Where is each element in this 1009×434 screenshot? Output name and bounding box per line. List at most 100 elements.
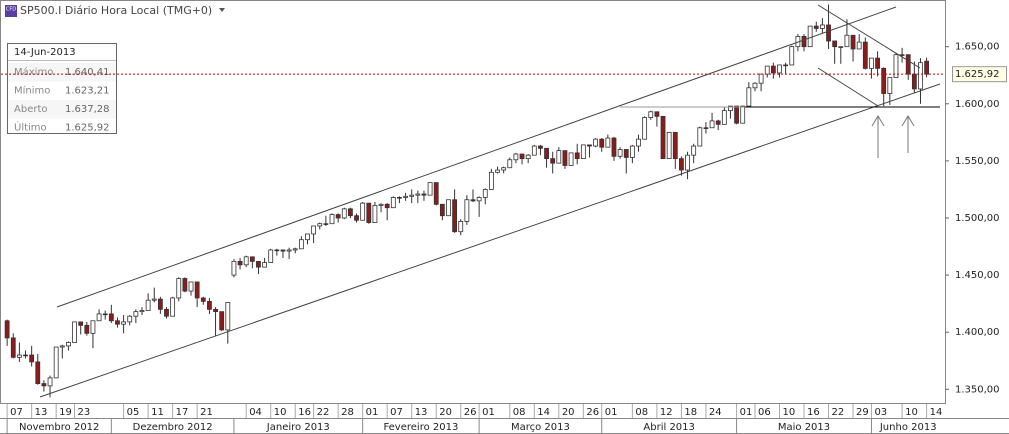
candle-body: [35, 361, 41, 384]
candle-body: [617, 149, 623, 157]
candle-body: [151, 298, 157, 301]
y-tick-label: 1.400,00: [955, 327, 1000, 338]
candle-body: [274, 249, 280, 252]
x-tick-label: 07: [390, 407, 403, 418]
candle-body: [84, 324, 90, 334]
candle-body: [433, 182, 439, 205]
y-tick-label: 1.550,00: [955, 156, 1000, 167]
channel-lower: [39, 83, 941, 398]
candle-body: [53, 346, 59, 379]
candle-body: [139, 310, 145, 313]
candle-body: [133, 311, 139, 317]
candle-body: [856, 41, 862, 50]
x-tick-label: 23: [78, 407, 91, 418]
candle-body: [924, 60, 930, 75]
candle-body: [256, 260, 261, 268]
x-tick-label: 01: [740, 407, 753, 418]
candle-body: [298, 239, 304, 250]
month-label: Novembro 2012: [19, 422, 99, 433]
candle-body: [262, 262, 267, 268]
info-value: 1.637,28: [65, 104, 110, 115]
month-label: Maio 2013: [778, 422, 830, 433]
candle-body: [476, 197, 482, 202]
info-row-bg: [8, 100, 116, 119]
candle-body: [820, 24, 825, 29]
candle-body: [458, 221, 464, 233]
candle-body: [740, 105, 746, 124]
y-tick-label: 1.600,00: [955, 99, 1000, 110]
y-tick-label: 1.650,00: [955, 42, 1000, 53]
dropdown-arrow[interactable]: [219, 8, 225, 12]
candle-body: [335, 214, 341, 219]
candle-body: [507, 159, 513, 169]
price-label: 1.625,92: [955, 69, 1000, 80]
candle-body: [237, 260, 243, 266]
candle-body: [538, 145, 543, 149]
candle-body: [102, 313, 108, 316]
candle-body: [452, 199, 458, 233]
candle-body: [121, 321, 126, 325]
candle-body: [329, 214, 335, 225]
candle-body: [721, 110, 727, 125]
info-value: 1.625,92: [65, 123, 110, 134]
plot-area: [4, 4, 930, 398]
candle-body: [525, 154, 531, 160]
candle-body: [801, 36, 807, 48]
candle-body: [311, 225, 317, 235]
candle-body: [354, 215, 359, 221]
candle-body: [360, 202, 366, 221]
candle-body: [838, 46, 844, 48]
x-tick-label: 17: [176, 407, 189, 418]
candle-body: [875, 57, 880, 69]
candle-body: [495, 169, 500, 173]
candle-body: [758, 73, 764, 84]
x-tick-label: 26: [586, 407, 599, 418]
candle-body: [593, 138, 598, 147]
candle-body: [286, 249, 292, 252]
candle-body: [654, 111, 660, 117]
candle-body: [157, 298, 163, 310]
candle-body: [268, 249, 274, 263]
candle-body: [188, 281, 194, 292]
y-tick-label: 1.450,00: [955, 270, 1000, 281]
month-label: Fevereiro 2013: [383, 422, 458, 433]
x-tick-label: 12: [660, 407, 673, 418]
x-tick-label: 01: [605, 407, 618, 418]
x-tick-label: 19: [59, 407, 72, 418]
candle-body: [911, 73, 917, 90]
info-label: Máximo: [14, 66, 53, 78]
candle-body: [777, 64, 782, 74]
candle-body: [194, 281, 200, 299]
x-tick-label: 16: [807, 407, 820, 418]
candle-body: [642, 117, 648, 140]
candle-body: [611, 137, 617, 157]
x-tick-label: 11: [151, 407, 164, 418]
candle-body: [544, 147, 549, 160]
candle-body: [709, 120, 715, 129]
candle-body: [384, 203, 390, 209]
chart-title[interactable]: SP500.I Diário Hora Local (TMG+0): [20, 4, 212, 17]
candle-body: [59, 345, 65, 348]
candle-body: [249, 256, 255, 262]
candle-body: [427, 182, 433, 196]
candle-body: [666, 131, 672, 160]
drawings: [39, 4, 941, 398]
candle-body: [807, 25, 813, 48]
x-tick-label: 06: [758, 407, 771, 418]
x-tick-label: 10: [782, 407, 795, 418]
candle-body: [145, 299, 151, 311]
candle-body: [341, 208, 347, 219]
candle-body: [305, 233, 310, 241]
candle-body: [66, 342, 71, 347]
arrow: [871, 115, 885, 158]
candle-body: [127, 315, 133, 323]
info-label: Aberto: [14, 104, 48, 115]
candle-body: [90, 320, 96, 334]
candle-body: [182, 278, 188, 292]
candle-body: [219, 311, 225, 331]
candle-body: [660, 115, 666, 160]
month-label: Março 2013: [511, 422, 570, 433]
candle-body: [764, 65, 770, 75]
candle-body: [587, 144, 592, 147]
